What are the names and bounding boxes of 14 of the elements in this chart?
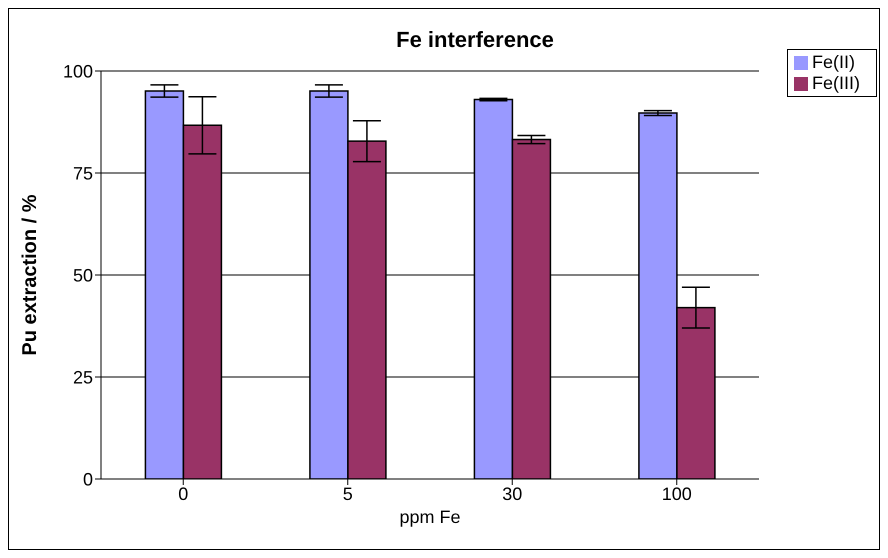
x-axis-title: ppm Fe (399, 507, 461, 527)
x-tick-label: 5 (342, 484, 353, 504)
x-tick-label: 30 (502, 484, 522, 504)
chart-title: Fe interference (395, 27, 555, 53)
y-tick-label: 100 (62, 61, 93, 82)
legend-label: Fe(II) (812, 52, 855, 72)
y-tick-label: 50 (72, 265, 93, 286)
y-tick-label: 75 (72, 163, 93, 184)
x-tick-label: 0 (178, 484, 188, 504)
y-tick-label: 0 (82, 469, 93, 490)
x-tick-label: 100 (662, 484, 692, 504)
legend-label: Fe(III) (812, 73, 860, 93)
y-axis-title: Pu extraction / % (19, 194, 42, 356)
y-tick-label: 25 (72, 367, 93, 388)
